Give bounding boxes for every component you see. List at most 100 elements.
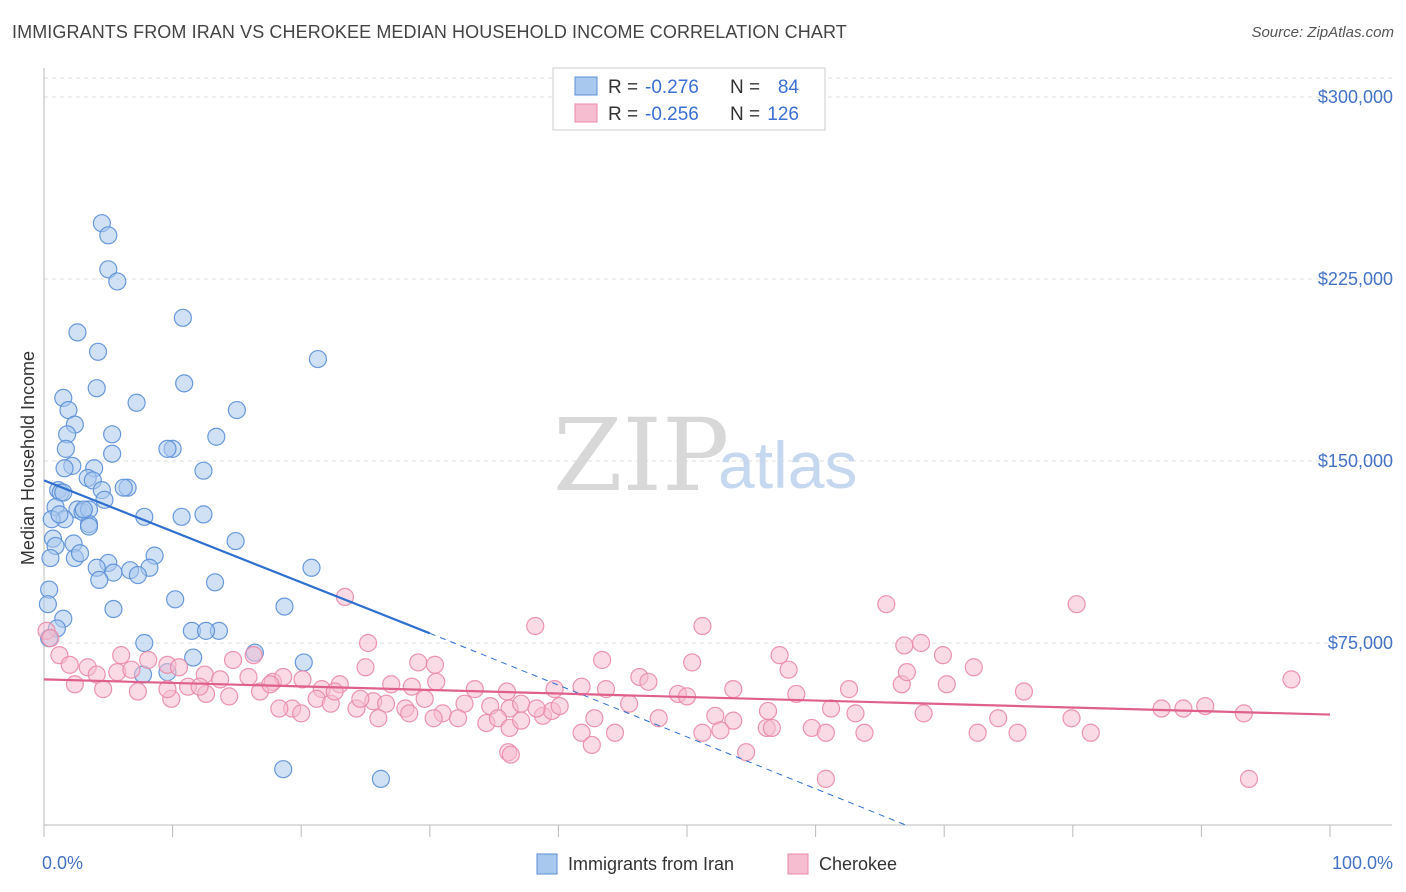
- iran-point-11: [87, 379, 106, 398]
- cherokee-point-38: [402, 677, 421, 696]
- cherokee-point-130: [1152, 699, 1171, 718]
- cherokee-point-67: [292, 704, 311, 723]
- cherokee-point-46: [639, 672, 658, 691]
- cherokee-point-10: [223, 650, 243, 670]
- trend-lines: [43, 479, 1331, 826]
- cherokee-point-60: [128, 682, 147, 701]
- cherokee-point-40: [465, 680, 484, 699]
- legend-r-label-cherokee: R =: [608, 104, 638, 125]
- legend-n-label-cherokee: N =: [730, 104, 760, 125]
- cherokee-point-37: [382, 675, 401, 694]
- iran-point-2: [99, 260, 118, 279]
- legend-r-value-iran: -0.276: [645, 77, 699, 98]
- iran-point-23: [55, 459, 74, 478]
- cherokee-point-84: [620, 694, 639, 713]
- cherokee-point-59: [94, 680, 113, 699]
- cherokee-point-101: [261, 675, 280, 694]
- bottom-legend-swatch-iran: [536, 853, 558, 875]
- cherokee-point-113: [572, 723, 591, 742]
- cherokee-point-112: [512, 711, 531, 730]
- iran-point-15: [103, 425, 122, 444]
- cherokee-point-74: [415, 689, 434, 708]
- cherokee-point-51: [839, 680, 859, 699]
- iran-point-74: [294, 653, 313, 672]
- cherokee-point-18: [770, 646, 789, 665]
- cherokee-point-1: [41, 629, 60, 648]
- cherokee-point-100: [190, 677, 209, 696]
- cherokee-point-11: [244, 646, 263, 665]
- cherokee-point-5: [877, 595, 896, 614]
- cherokee-point-17: [683, 653, 702, 672]
- cherokee-point-79: [512, 694, 531, 713]
- cherokee-point-44: [596, 680, 616, 699]
- gridlines: [44, 77, 1392, 644]
- cherokee-point-126: [501, 745, 520, 764]
- cherokee-point-131: [527, 699, 546, 718]
- iran-point-77: [274, 760, 293, 779]
- legend-n-label-iran: N =: [730, 77, 760, 98]
- cherokee-point-13: [358, 633, 378, 653]
- cherokee-point-103: [325, 682, 344, 701]
- cherokee-point-90: [821, 699, 841, 718]
- iran-point-82: [194, 505, 213, 524]
- cherokee-point-118: [762, 718, 781, 738]
- cherokee-point-16: [593, 650, 612, 670]
- axes: [43, 68, 1392, 837]
- iran-point-54: [302, 558, 321, 577]
- watermark: ZIP atlas: [553, 397, 857, 514]
- iran-point-6: [88, 342, 108, 361]
- cherokee-point-115: [693, 723, 712, 742]
- cherokee-point-120: [816, 723, 835, 742]
- iran-point-20: [158, 439, 177, 458]
- y-tick-label-0: $75,000: [1328, 633, 1393, 653]
- cherokee-point-82: [550, 696, 569, 716]
- bottom-legend-label-cherokee: Cherokee: [819, 854, 897, 874]
- iran-point-58: [90, 570, 109, 590]
- iran-point-69: [196, 621, 216, 640]
- cherokee-point-99: [158, 680, 177, 699]
- cherokee-point-53: [897, 663, 917, 682]
- cherokee-point-26: [122, 660, 141, 679]
- iran-point-9: [127, 393, 146, 412]
- iran-point-78: [371, 769, 391, 788]
- cherokee-point-128: [1239, 769, 1259, 788]
- iran-point-1: [99, 226, 118, 245]
- cherokee-point-96: [1174, 699, 1193, 718]
- y-axis-label: Median Household Income: [18, 351, 38, 565]
- cherokee-point-105: [369, 709, 388, 728]
- y-tick-label-3: $300,000: [1318, 87, 1393, 107]
- iran-point-81: [114, 478, 133, 497]
- cherokee-point-50: [787, 684, 806, 704]
- cherokee-point-91: [846, 704, 865, 723]
- cherokee-point-121: [855, 723, 874, 742]
- iran-point-73: [184, 648, 203, 667]
- iran-point-13: [227, 400, 246, 420]
- cherokee-point-85: [649, 709, 668, 728]
- cherokee-point-106: [400, 704, 419, 723]
- iran-point-56: [104, 563, 123, 582]
- cherokee-point-56: [1014, 682, 1034, 701]
- legend-swatch-iran: [574, 76, 598, 96]
- cherokee-point-104: [351, 689, 370, 708]
- cherokee-point-12: [356, 658, 375, 677]
- iran-point-4: [173, 308, 192, 327]
- chart-title: IMMIGRANTS FROM IRAN VS CHEROKEE MEDIAN …: [12, 22, 847, 42]
- legend-n-value-iran: 84: [778, 77, 800, 98]
- iran-point-3: [108, 272, 127, 291]
- legend-r-value-cherokee: -0.256: [645, 104, 699, 125]
- iran-point-17: [207, 427, 226, 446]
- cherokee-point-8: [112, 646, 131, 665]
- cherokee-point-4: [693, 616, 712, 636]
- iran-point-7: [308, 349, 328, 369]
- x-tick-min: 0.0%: [42, 853, 83, 873]
- iran-trend-line: [43, 479, 431, 635]
- cherokee-point-93: [989, 709, 1008, 728]
- cherokee-point-108: [448, 709, 468, 728]
- cherokee-point-21: [933, 646, 953, 665]
- iran-point-80: [50, 505, 69, 524]
- watermark-atlas: atlas: [718, 428, 857, 502]
- cherokee-point-22: [60, 655, 79, 674]
- cherokee-point-95: [1062, 709, 1081, 728]
- iran-point-61: [166, 590, 185, 609]
